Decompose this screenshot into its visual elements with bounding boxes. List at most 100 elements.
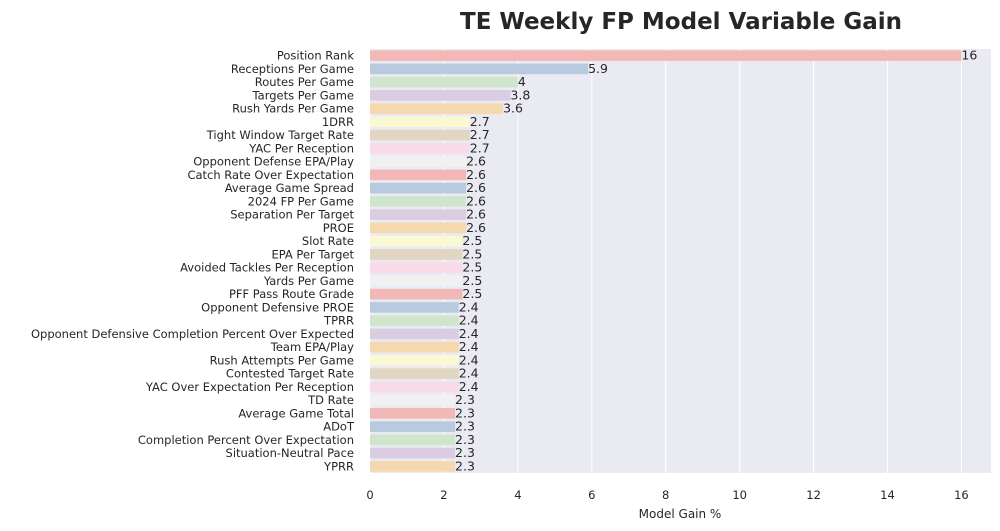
y-tick-label: Separation Per Target — [230, 208, 354, 222]
y-tick-label: Opponent Defensive PROE — [201, 300, 354, 314]
data-label: 2.4 — [459, 299, 479, 314]
bar — [370, 90, 511, 101]
y-tick-label: Average Game Spread — [225, 181, 354, 195]
x-tick-label: 8 — [662, 488, 669, 502]
bar — [370, 182, 467, 194]
x-axis-label: Model Gain % — [639, 507, 722, 521]
y-tick-label: Rush Yards Per Game — [232, 102, 354, 116]
bar — [370, 408, 456, 419]
y-tick-label: Average Game Total — [238, 406, 354, 420]
y-tick-label: TD Rate — [307, 393, 354, 407]
bar — [370, 76, 518, 88]
bar — [370, 355, 459, 366]
data-label: 2.4 — [459, 313, 479, 328]
y-tick-label: Receptions Per Game — [231, 62, 354, 76]
y-tick-label: Opponent Defense EPA/Play — [193, 155, 354, 169]
data-label: 16 — [961, 48, 977, 63]
bar — [370, 328, 459, 340]
x-tick-label: 4 — [514, 488, 521, 502]
data-label: 2.3 — [455, 432, 475, 447]
data-label: 2.3 — [455, 445, 475, 460]
bar — [370, 222, 467, 234]
bar — [370, 302, 459, 313]
x-tick-label: 6 — [588, 488, 595, 502]
bar — [370, 209, 467, 220]
y-tick-label: ADoT — [323, 420, 355, 434]
y-tick-label: 1DRR — [322, 115, 354, 129]
x-tick-label: 2 — [440, 488, 447, 502]
y-tick-label: PFF Pass Route Grade — [229, 287, 354, 301]
y-tick-label: Routes Per Game — [255, 75, 354, 89]
data-label: 2.4 — [459, 326, 479, 341]
y-tick-label: Team EPA/Play — [270, 340, 354, 354]
bar — [370, 262, 463, 273]
y-tick-label: PROE — [323, 221, 354, 235]
y-tick-label: Completion Percent Over Expectation — [138, 433, 354, 447]
data-label: 5.9 — [588, 61, 608, 76]
y-tick-label: Tight Window Target Rate — [206, 128, 354, 142]
data-label: 2.5 — [462, 273, 482, 288]
y-tick-label: Avoided Tackles Per Reception — [180, 261, 354, 275]
x-tick-label: 14 — [880, 488, 895, 502]
y-tick-label: Catch Rate Over Expectation — [187, 168, 354, 182]
data-label: 2.4 — [459, 339, 479, 354]
y-tick-label: TPRR — [323, 314, 354, 328]
bar — [370, 116, 470, 128]
bar — [370, 129, 470, 141]
y-tick-label: Position Rank — [277, 49, 355, 63]
bar — [370, 235, 463, 247]
data-label: 2.3 — [455, 419, 475, 434]
bar — [370, 249, 463, 260]
data-labels: 165.943.83.62.72.72.72.62.62.62.62.62.62… — [455, 48, 977, 474]
x-axis-ticks: 0 2 4 6 8 10 12 14 16 — [366, 488, 968, 502]
data-label: 3.6 — [503, 101, 523, 116]
data-label: 2.5 — [462, 260, 482, 275]
data-label: 3.8 — [510, 87, 530, 102]
bar — [370, 275, 463, 287]
data-label: 2.6 — [466, 220, 486, 235]
bar — [370, 288, 463, 300]
bar — [370, 381, 459, 393]
bar — [370, 434, 456, 446]
y-tick-label: YAC Per Reception — [248, 141, 354, 155]
x-tick-label: 12 — [806, 488, 821, 502]
data-label: 2.3 — [455, 392, 475, 407]
data-label: 2.4 — [459, 352, 479, 367]
data-label: 2.7 — [470, 127, 490, 142]
data-label: 2.7 — [470, 114, 490, 129]
bars — [370, 50, 962, 472]
y-tick-label: Situation-Neutral Pace — [226, 446, 354, 460]
data-label: 2.6 — [466, 207, 486, 222]
data-label: 2.5 — [462, 233, 482, 248]
bar — [370, 50, 962, 61]
bar — [370, 368, 459, 379]
data-label: 2.4 — [459, 379, 479, 394]
data-label: 2.3 — [455, 405, 475, 420]
data-label: 2.5 — [462, 246, 482, 261]
y-tick-label: Slot Rate — [302, 234, 354, 248]
chart-title: TE Weekly FP Model Variable Gain — [460, 9, 902, 35]
y-tick-label: Opponent Defensive Completion Percent Ov… — [31, 327, 354, 341]
data-label: 2.7 — [470, 140, 490, 155]
data-label: 2.6 — [466, 167, 486, 182]
data-label: 2.5 — [462, 286, 482, 301]
bar — [370, 169, 467, 181]
y-tick-label: Rush Attempts Per Game — [210, 353, 354, 367]
y-tick-label: Yards Per Game — [263, 274, 354, 288]
y-tick-label: 2024 FP Per Game — [248, 194, 354, 208]
bar — [370, 315, 459, 326]
data-label: 2.3 — [455, 458, 475, 473]
x-tick-label: 10 — [732, 488, 747, 502]
bar — [370, 196, 467, 207]
y-tick-label: YPRR — [323, 459, 354, 473]
bar — [370, 63, 589, 75]
x-tick-label: 16 — [954, 488, 969, 502]
bar — [370, 447, 456, 459]
y-tick-label: Targets Per Game — [252, 88, 354, 102]
bar — [370, 341, 459, 353]
y-tick-label: EPA Per Target — [271, 247, 354, 261]
bar — [370, 461, 456, 472]
bar — [370, 421, 456, 432]
